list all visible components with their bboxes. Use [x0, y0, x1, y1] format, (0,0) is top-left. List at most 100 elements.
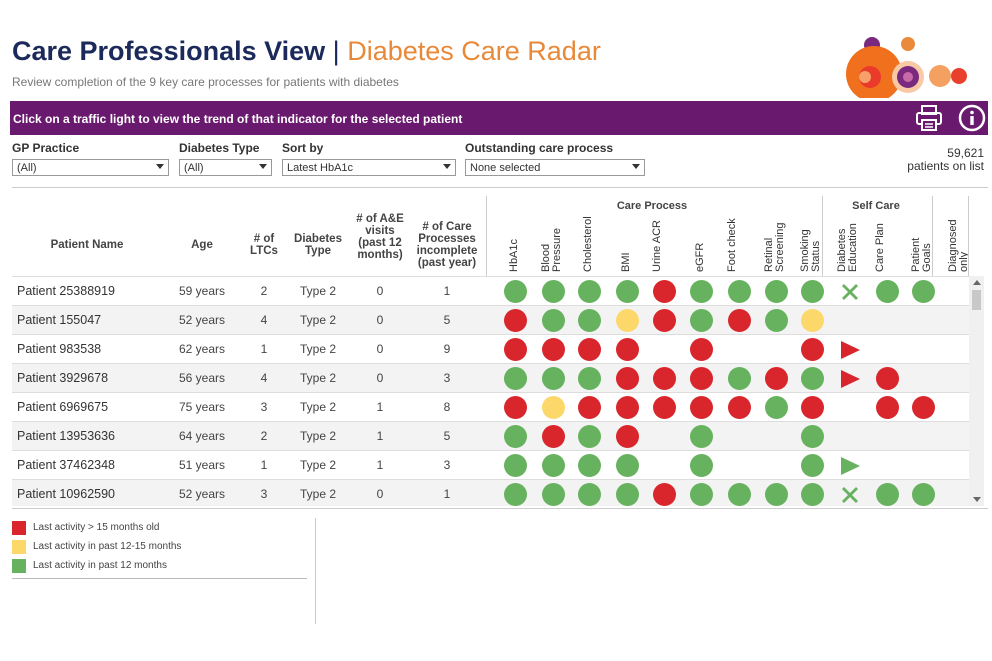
traffic-light-red[interactable]: [912, 396, 935, 419]
traffic-light-green[interactable]: [912, 483, 935, 506]
gp-practice-select[interactable]: (All): [12, 159, 169, 176]
diabetes-type-select[interactable]: (All): [179, 159, 272, 176]
traffic-light-green[interactable]: [690, 454, 713, 477]
traffic-light-green[interactable]: [542, 367, 565, 390]
traffic-light-amber[interactable]: [542, 396, 565, 419]
traffic-light-red[interactable]: [876, 396, 899, 419]
traffic-light-red[interactable]: [765, 367, 788, 390]
traffic-light-green[interactable]: [876, 483, 899, 506]
traffic-light-red[interactable]: [653, 367, 676, 390]
traffic-light-green[interactable]: [504, 367, 527, 390]
traffic-light-red[interactable]: [578, 396, 601, 419]
traffic-light-green[interactable]: [765, 309, 788, 332]
patient-age: 52 years: [178, 313, 226, 327]
traffic-light-green[interactable]: [504, 280, 527, 303]
traffic-light-green[interactable]: [542, 483, 565, 506]
traffic-light-green[interactable]: [765, 396, 788, 419]
traffic-light-green[interactable]: [616, 280, 639, 303]
traffic-light-green[interactable]: [728, 280, 751, 303]
cross-icon[interactable]: [838, 483, 862, 506]
traffic-light-red[interactable]: [504, 309, 527, 332]
info-icon[interactable]: [958, 104, 986, 132]
traffic-light-red[interactable]: [616, 396, 639, 419]
traffic-light-green[interactable]: [690, 483, 713, 506]
traffic-light-green[interactable]: [616, 483, 639, 506]
traffic-light-green[interactable]: [542, 454, 565, 477]
traffic-light-green[interactable]: [578, 367, 601, 390]
traffic-light-red[interactable]: [653, 396, 676, 419]
traffic-light-green[interactable]: [690, 425, 713, 448]
table-scrollbar[interactable]: [969, 276, 984, 506]
traffic-light-red[interactable]: [728, 396, 751, 419]
traffic-light-green[interactable]: [728, 367, 751, 390]
traffic-light-red[interactable]: [542, 425, 565, 448]
traffic-light-red[interactable]: [504, 396, 527, 419]
traffic-light-green[interactable]: [578, 483, 601, 506]
flag-triangle-icon[interactable]: [838, 367, 862, 391]
table-row[interactable]: Patient 10962590 52 years 3 Type 2 0 1: [12, 479, 969, 506]
table-row[interactable]: Patient 13953636 64 years 2 Type 2 1 5: [12, 421, 969, 450]
traffic-light-green[interactable]: [504, 425, 527, 448]
traffic-light-red[interactable]: [690, 338, 713, 361]
table-row[interactable]: Patient 37462348 51 years 1 Type 2 1 3: [12, 450, 969, 479]
traffic-light-green[interactable]: [542, 309, 565, 332]
traffic-light-red[interactable]: [801, 338, 824, 361]
traffic-light-green[interactable]: [912, 280, 935, 303]
patient-name: Patient 10962590: [17, 487, 116, 501]
outstanding-select[interactable]: None selected: [465, 159, 645, 176]
patient-name: Patient 37462348: [17, 458, 116, 472]
traffic-light-green[interactable]: [801, 483, 824, 506]
column-divider: [932, 196, 933, 276]
traffic-light-red[interactable]: [504, 338, 527, 361]
traffic-light-green[interactable]: [578, 280, 601, 303]
traffic-light-green[interactable]: [801, 280, 824, 303]
traffic-light-amber[interactable]: [801, 309, 824, 332]
table-row[interactable]: Patient 6969675 75 years 3 Type 2 1 8: [12, 392, 969, 421]
traffic-light-red[interactable]: [653, 483, 676, 506]
traffic-light-green[interactable]: [504, 454, 527, 477]
cross-icon[interactable]: [838, 280, 862, 304]
traffic-light-amber[interactable]: [616, 309, 639, 332]
traffic-light-red[interactable]: [616, 425, 639, 448]
traffic-light-green[interactable]: [690, 280, 713, 303]
traffic-light-red[interactable]: [690, 396, 713, 419]
traffic-light-green[interactable]: [578, 425, 601, 448]
traffic-light-green[interactable]: [876, 280, 899, 303]
table-row[interactable]: Patient 25388919 59 years 2 Type 2 0 1: [12, 276, 969, 305]
traffic-light-red[interactable]: [616, 338, 639, 361]
scroll-thumb[interactable]: [972, 290, 981, 310]
sort-by-select[interactable]: Latest HbA1c: [282, 159, 456, 176]
traffic-light-green[interactable]: [765, 280, 788, 303]
traffic-light-green[interactable]: [728, 483, 751, 506]
scroll-up-icon[interactable]: [973, 280, 981, 285]
traffic-light-green[interactable]: [765, 483, 788, 506]
table-row[interactable]: Patient 155047 52 years 4 Type 2 0 5: [12, 305, 969, 334]
traffic-light-green[interactable]: [578, 309, 601, 332]
traffic-light-red[interactable]: [653, 309, 676, 332]
flag-triangle-icon[interactable]: [838, 454, 862, 478]
traffic-light-green[interactable]: [801, 425, 824, 448]
traffic-light-red[interactable]: [876, 367, 899, 390]
traffic-light-green[interactable]: [616, 454, 639, 477]
traffic-light-red[interactable]: [653, 280, 676, 303]
traffic-light-green[interactable]: [504, 483, 527, 506]
traffic-light-red[interactable]: [801, 396, 824, 419]
print-icon[interactable]: [915, 104, 943, 132]
traffic-light-green[interactable]: [801, 454, 824, 477]
scroll-down-icon[interactable]: [973, 497, 981, 502]
traffic-light-red[interactable]: [616, 367, 639, 390]
traffic-light-red[interactable]: [728, 309, 751, 332]
traffic-light-red[interactable]: [542, 338, 565, 361]
header-indicator-diabetes-education: Diabetes Education: [836, 223, 859, 272]
flag-triangle-icon[interactable]: [838, 338, 862, 362]
traffic-light-green[interactable]: [542, 280, 565, 303]
traffic-light-green[interactable]: [578, 454, 601, 477]
patient-ae-visits: 0: [376, 284, 384, 298]
table-row[interactable]: Patient 3929678 56 years 4 Type 2 0 3: [12, 363, 969, 392]
traffic-light-red[interactable]: [690, 367, 713, 390]
table-row[interactable]: Patient 983538 62 years 1 Type 2 0 9: [12, 334, 969, 363]
traffic-light-red[interactable]: [578, 338, 601, 361]
traffic-light-green[interactable]: [690, 309, 713, 332]
traffic-light-green[interactable]: [801, 367, 824, 390]
instruction-banner: Click on a traffic light to view the tre…: [10, 101, 988, 135]
